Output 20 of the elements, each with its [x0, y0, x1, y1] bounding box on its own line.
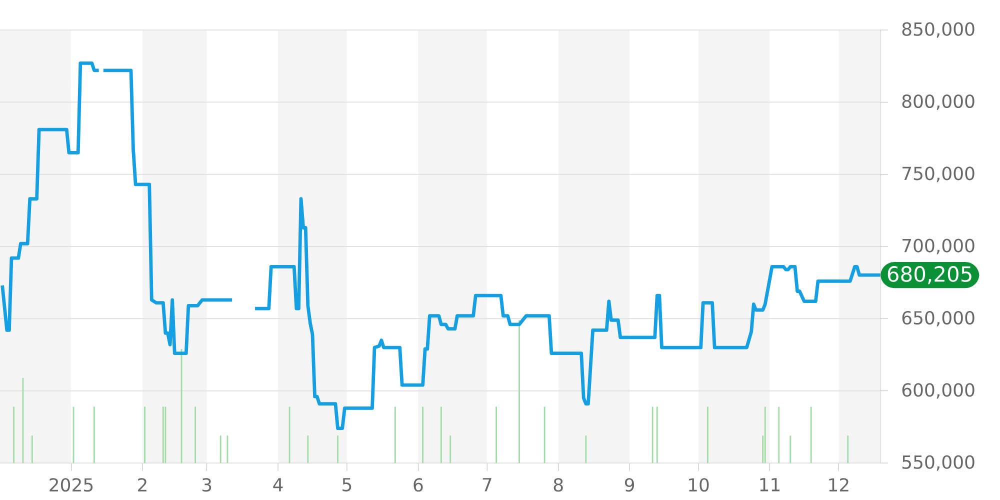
- y-tick-label: 550,000: [902, 455, 974, 471]
- x-tick-label: 8: [554, 478, 563, 492]
- x-tick-label: 3: [202, 478, 212, 492]
- x-tick-label: 9: [624, 478, 634, 492]
- x-tick-label: 2: [138, 478, 146, 492]
- y-tick-label: 600,000: [902, 383, 974, 399]
- y-tick-label: 850,000: [902, 22, 974, 38]
- x-tick-label: 4: [273, 478, 283, 492]
- x-tick-label: 10: [689, 478, 709, 492]
- x-tick-label: 6: [414, 478, 423, 492]
- x-tick-label: 5: [342, 478, 352, 492]
- y-tick-label: 650,000: [902, 310, 974, 326]
- y-tick-label: 800,000: [902, 94, 974, 110]
- x-tick-label: 2025: [50, 478, 93, 492]
- y-tick-label: 750,000: [902, 166, 974, 182]
- x-tick-label: 11: [760, 478, 780, 492]
- x-tick-label: 7: [482, 478, 492, 492]
- x-tick-label: 12: [829, 478, 848, 492]
- y-tick-label: 700,000: [902, 238, 974, 254]
- annotation: 680,205: [888, 266, 972, 284]
